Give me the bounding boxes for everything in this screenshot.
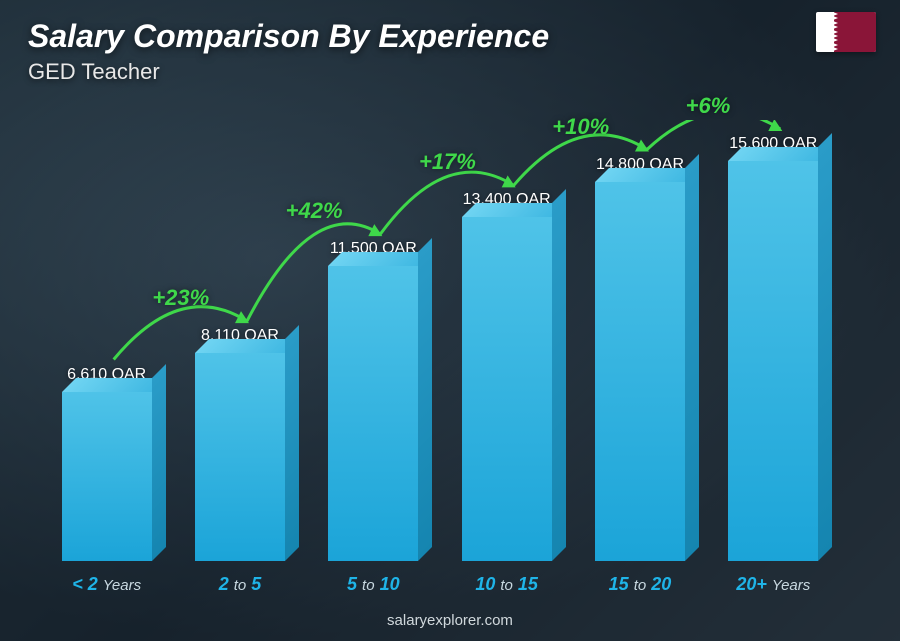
bar-group: 6,610 QAR< 2 Years bbox=[40, 120, 173, 561]
page-subtitle: GED Teacher bbox=[28, 59, 549, 85]
bar-top-face bbox=[195, 339, 299, 353]
bar-group: 15,600 QAR20+ Years bbox=[707, 120, 840, 561]
bar-side-face bbox=[152, 364, 166, 561]
bar bbox=[728, 161, 818, 561]
bar-group: 11,500 QAR5 to 10 bbox=[307, 120, 440, 561]
bar-top-face bbox=[328, 252, 432, 266]
page-title: Salary Comparison By Experience bbox=[28, 18, 549, 55]
pct-increase-badge: +23% bbox=[152, 285, 209, 311]
bar-x-label: 5 to 10 bbox=[347, 574, 400, 595]
country-flag-qatar bbox=[816, 12, 876, 52]
bar-top-face bbox=[462, 203, 566, 217]
bar-chart: 6,610 QAR< 2 Years8,110 QAR2 to 511,500 … bbox=[40, 120, 840, 561]
footer-credit: salaryexplorer.com bbox=[0, 612, 900, 629]
flag-serration bbox=[833, 12, 841, 52]
bar-x-label: 10 to 15 bbox=[475, 574, 538, 595]
bar bbox=[195, 353, 285, 561]
bar bbox=[328, 266, 418, 561]
bar-side-face bbox=[285, 325, 299, 561]
bar bbox=[595, 182, 685, 561]
pct-increase-badge: +42% bbox=[286, 198, 343, 224]
bar-x-label: 20+ Years bbox=[736, 574, 810, 595]
bar-side-face bbox=[552, 189, 566, 561]
bar-x-label: < 2 Years bbox=[72, 574, 141, 595]
bar-x-label: 15 to 20 bbox=[609, 574, 672, 595]
bar-side-face bbox=[418, 238, 432, 561]
header: Salary Comparison By Experience GED Teac… bbox=[28, 18, 549, 85]
bar-group: 14,800 QAR15 to 20 bbox=[573, 120, 706, 561]
bar-group: 13,400 QAR10 to 15 bbox=[440, 120, 573, 561]
bar-top-face bbox=[728, 147, 832, 161]
pct-increase-badge: +10% bbox=[552, 114, 609, 140]
bar bbox=[62, 392, 152, 561]
pct-increase-badge: +17% bbox=[419, 149, 476, 175]
bar-top-face bbox=[62, 378, 166, 392]
bar-group: 8,110 QAR2 to 5 bbox=[173, 120, 306, 561]
pct-increase-badge: +6% bbox=[686, 93, 731, 119]
bar bbox=[462, 217, 552, 561]
bar-side-face bbox=[818, 133, 832, 561]
bar-x-label: 2 to 5 bbox=[219, 574, 262, 595]
bar-top-face bbox=[595, 168, 699, 182]
bar-side-face bbox=[685, 154, 699, 561]
